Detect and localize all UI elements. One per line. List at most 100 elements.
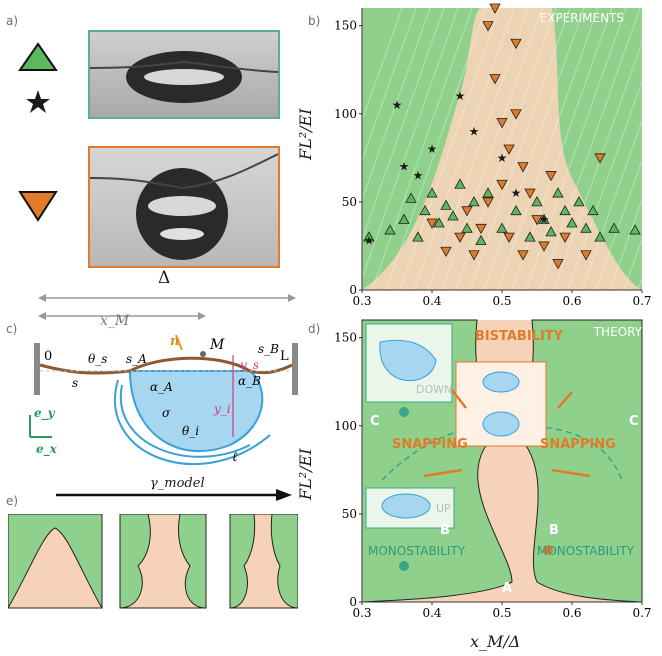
point-triangle-up: [552, 187, 564, 198]
point-triangle-up: [363, 231, 375, 242]
experiments-ytick-label: 150: [334, 19, 357, 33]
label-yi: y_i: [213, 402, 231, 416]
gamma-evolution-thumbs: [8, 514, 298, 609]
point-star: ★: [427, 142, 438, 156]
panel-a-letter: a): [6, 14, 19, 28]
point-triangle-down: [580, 250, 592, 261]
hatch-line: [427, 7, 529, 291]
theory-ytick-label: 50: [342, 507, 357, 521]
experiments-xtick-label: 0.4: [422, 294, 441, 308]
label-snapping-left: SNAPPING: [392, 437, 468, 452]
point-triangle-up: [398, 213, 410, 224]
theory-point-orange: [543, 545, 553, 555]
theory-point-teal-bottom: [399, 561, 409, 571]
point-star: ★: [539, 213, 550, 227]
experiments-xtick-label: 0.6: [562, 294, 581, 308]
hatch-line: [595, 102, 662, 291]
delta-label: Δ: [158, 268, 171, 288]
dimension-arrows: [38, 294, 296, 320]
point-triangle-up: [496, 222, 508, 233]
panel-c-letter: c): [6, 322, 18, 336]
star-icon: [26, 90, 50, 113]
inset-bistable-up: [482, 371, 520, 393]
theory-tag: THEORY: [593, 325, 643, 339]
point-triangle-down: [594, 153, 606, 164]
point-triangle-down: [475, 223, 487, 235]
point-triangle-up: [538, 213, 550, 224]
point-triangle-down: [510, 38, 522, 50]
label-region-C-left: C: [370, 414, 380, 429]
experiments-tag: EXPERIMENTS: [540, 11, 624, 25]
label-s: s: [72, 376, 78, 390]
snapping-arrow: [551, 468, 591, 478]
hatch-line: [441, 7, 543, 291]
hatch-line: [399, 7, 501, 291]
label-n: n: [170, 334, 179, 349]
label-snapping-right: SNAPPING: [540, 437, 616, 452]
label-alphaA: α_A: [150, 380, 173, 394]
point-triangle-up: [580, 222, 592, 233]
point-triangle-up: [566, 217, 578, 228]
hatch-line: [637, 220, 662, 291]
hatch-line: [581, 62, 662, 291]
label-alphaB: α_B: [238, 374, 261, 388]
point-triangle-up: [412, 231, 424, 242]
point-triangle-down: [454, 232, 466, 243]
schematic-diagram: 0 L n M y_s s_B θ_s s_A s α_A α_B y_i σ …: [29, 334, 298, 466]
experiments-ylabel: FL²/EI: [296, 108, 315, 160]
theory-ytick-label: 100: [334, 419, 357, 433]
hatch-line: [483, 7, 585, 291]
theory-ytick-label: 150: [334, 331, 357, 345]
gamma-arrow: [56, 489, 292, 501]
experiments-ytick-label: 0: [349, 283, 357, 297]
theory-xtick-label: 0.3: [352, 606, 371, 620]
point-triangle-down: [440, 246, 452, 258]
inset-up-droplet: [381, 493, 431, 519]
point-triangle-up: [419, 204, 431, 216]
point-triangle-up: [440, 199, 452, 210]
label-thetaS: θ_s: [88, 352, 107, 366]
panel-b-letter: b): [308, 14, 321, 28]
point-triangle-down: [503, 144, 515, 155]
label-ell: ℓ: [232, 450, 238, 465]
point-triangle-up: [594, 231, 606, 242]
gamma-label: γ_model: [150, 476, 205, 491]
point-triangle-down: [517, 250, 529, 261]
point-triangle-down: [503, 232, 515, 243]
point-triangle-down: [538, 241, 550, 252]
point-triangle-down: [517, 162, 529, 173]
theory-point-teal-top: [399, 407, 409, 417]
point-triangle-down: [489, 3, 501, 14]
point-triangle-down: [482, 197, 494, 208]
point-triangle-down: [461, 206, 473, 217]
hatch-line: [609, 141, 662, 291]
point-triangle-up: [524, 231, 536, 242]
label-ex: e_x: [36, 442, 58, 457]
point-triangle-up: [433, 217, 445, 228]
legend-symbols: [18, 42, 58, 222]
inset-down-droplet: [379, 339, 437, 382]
point-star: ★: [497, 151, 508, 165]
theory-xtick-label: 0.6: [562, 606, 581, 620]
theory-xlabel: x_M/Δ: [470, 632, 521, 651]
label-M: M: [209, 337, 225, 353]
point-triangle-up: [461, 222, 473, 233]
hatch-line: [511, 7, 613, 291]
point-triangle-up: [468, 196, 480, 207]
point-star: ★: [511, 186, 522, 200]
panel-d-letter: d): [308, 322, 321, 336]
label-L: L: [280, 349, 289, 364]
hatch-line: [315, 7, 417, 291]
theory-xtick-label: 0.4: [422, 606, 441, 620]
point-triangle-down: [496, 179, 508, 191]
point-triangle-up: [405, 192, 417, 203]
label-monostability-right: MONOSTABILITY: [537, 544, 635, 558]
snapping-arrow: [557, 391, 573, 409]
point-triangle-up: [482, 187, 494, 198]
point-triangle-up: [629, 224, 641, 235]
hatch-line: [371, 7, 473, 291]
hatch-line: [469, 7, 571, 291]
theory-chart: 0 50 100 150 0.3 0.4 0.5 0.6 0.7 THEORY BISTABIL…: [334, 319, 652, 620]
label-region-B-left: B: [440, 523, 450, 538]
